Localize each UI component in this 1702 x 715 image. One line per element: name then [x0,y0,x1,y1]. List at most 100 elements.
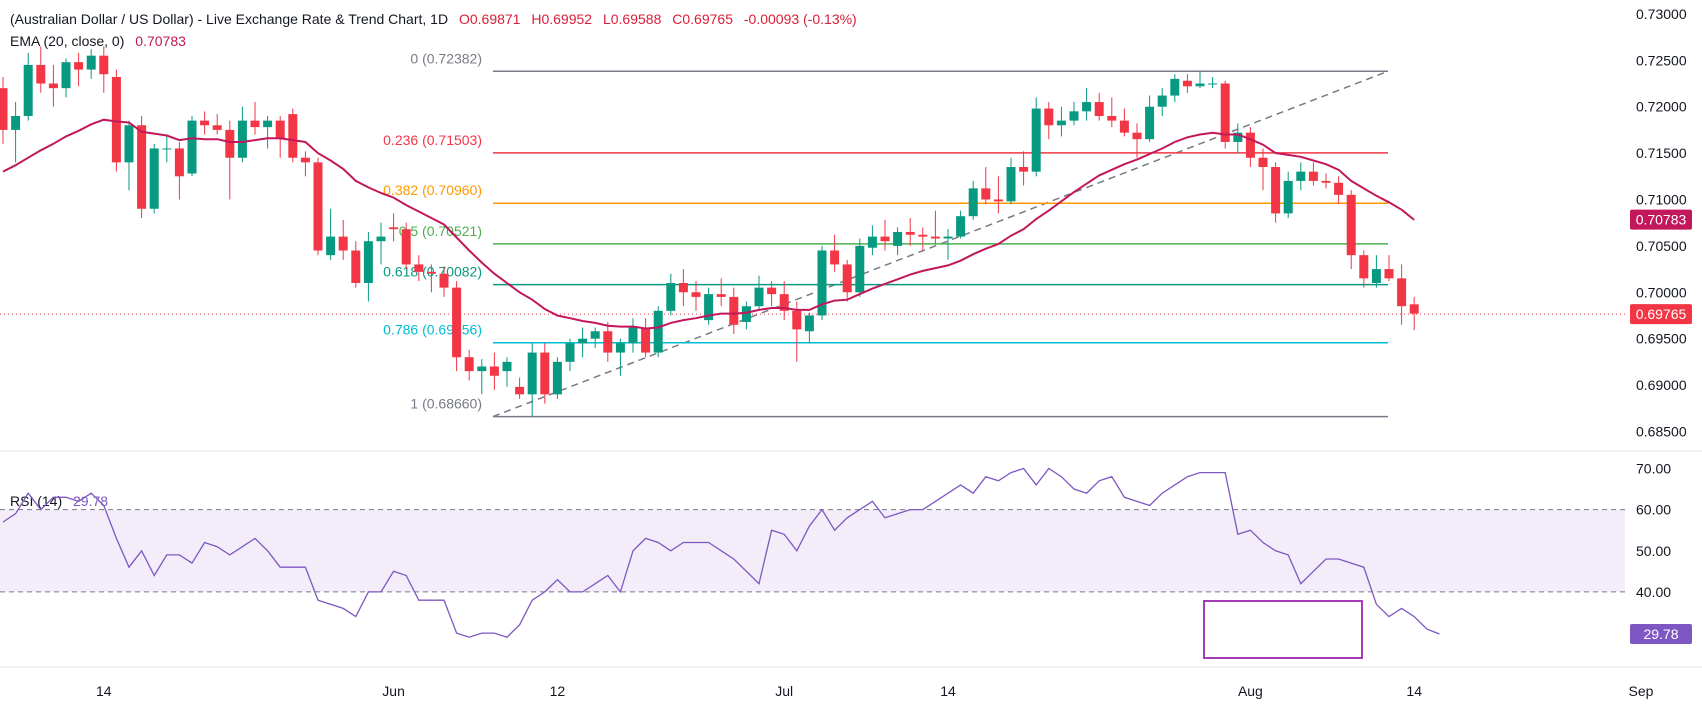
candle-body [1208,83,1218,85]
candle-body [414,264,424,272]
candle-body [1397,278,1407,307]
candle-body [48,83,58,89]
candle-body [830,250,840,265]
candle-body [1031,108,1041,172]
rsi-band [0,509,1625,592]
price-tick-label: 0.72500 [1636,52,1687,68]
candle-body [1145,106,1155,140]
fib-level-label: 0.618 (0.70082) [383,264,482,280]
candle-body [540,352,550,395]
open-value: O0.69871 [458,11,521,27]
candle-body [0,88,8,130]
candle-body [930,236,940,239]
candle-body [981,188,991,200]
price-tick-label: 0.69000 [1636,377,1687,393]
time-tick-label: Sep [1629,683,1654,699]
candle-body [1384,269,1394,279]
candle-body [666,282,676,311]
candle-body [1359,255,1369,279]
ema-legend: EMA (20, close, 0) 0.70783 [10,33,186,49]
candle-body [212,125,222,130]
candle-body [187,120,197,174]
candle-body [993,199,1003,202]
price-tick-label: 0.69500 [1636,331,1687,347]
candle-body [1308,171,1318,181]
candles-layer [0,46,1419,417]
candle-body [918,234,928,237]
candle-body [263,120,273,128]
candle-body [754,287,764,307]
candle-body [1245,132,1255,158]
candle-body [23,64,33,116]
rsi-value-tag-bg [1630,623,1692,644]
candle-body [452,287,462,358]
symbol-title: (Australian Dollar / US Dollar) - Live E… [10,11,449,27]
candle-body [1195,83,1205,87]
candle-body [691,292,701,297]
candle-body [893,231,903,246]
time-tick-label: 14 [1406,683,1422,699]
rsi-tick-label: 60.00 [1636,502,1671,518]
ema-layer [2,118,1415,330]
candle-body [36,64,46,84]
rsi-band-layer [0,509,1625,593]
candle-body [1258,157,1268,168]
candle-body [74,62,84,70]
candle-body [174,148,184,177]
fib-level-label: 0.5 (0.70521) [399,223,482,239]
candle-body [817,250,827,316]
price-tick-label: 0.73000 [1636,6,1687,22]
candle-body [464,357,474,372]
candle-body [956,216,966,237]
candle-body [1346,194,1356,256]
candle-body [1119,120,1129,133]
candle-body [1044,108,1054,126]
fib-level-label: 0.382 (0.70960) [383,182,482,198]
candle-body [1233,132,1243,142]
candle-body [565,343,575,362]
ema-price-tag: 0.70783 [1636,212,1687,228]
candle-body [502,361,512,372]
candle-body [1371,269,1381,283]
candle-body [111,77,121,163]
candle-body [678,282,688,293]
candle-body [426,271,436,274]
candle-body [11,115,21,130]
rsi-tick-label: 50.00 [1636,543,1671,559]
candle-body [628,327,638,344]
candle-body [326,236,336,256]
candle-body [338,236,348,251]
candle-body [741,306,751,322]
high-value: H0.69952 [531,11,593,27]
candle-body [351,250,361,283]
axes-layer: 0.73000 0.72500 0.72000 0.71500 0.71000 0.705… [0,6,1702,699]
rsi-highlight-box [1203,600,1363,659]
rsi-legend: RSI (14) 29.78 [10,493,108,509]
candle-body [880,236,890,242]
ema-legend-value: 0.70783 [135,33,186,49]
time-tick-label: Jul [775,683,793,699]
candle-body [716,294,726,297]
candle-body [61,62,71,89]
ema-label: EMA (20, close, 0) [10,33,125,49]
price-tick-label: 0.70500 [1636,238,1687,254]
candle-body [1283,180,1293,214]
price-tick-label: 0.71500 [1636,145,1687,161]
time-tick-label: 12 [550,683,566,699]
candle-body [792,310,802,330]
candle-body [1132,132,1142,140]
close-value: C0.69765 [672,11,733,27]
candle-body [1220,83,1230,142]
rsi-label: RSI (14) [10,493,63,509]
candle-body [943,236,953,239]
candle-body [200,120,210,126]
candle-body [578,338,588,344]
candle-body [527,352,537,395]
candle-body [1334,182,1344,195]
candle-body [590,331,600,339]
candle-body [288,114,298,158]
candle-body [162,148,172,150]
candle-body [300,157,310,163]
candle-body [1094,102,1104,116]
